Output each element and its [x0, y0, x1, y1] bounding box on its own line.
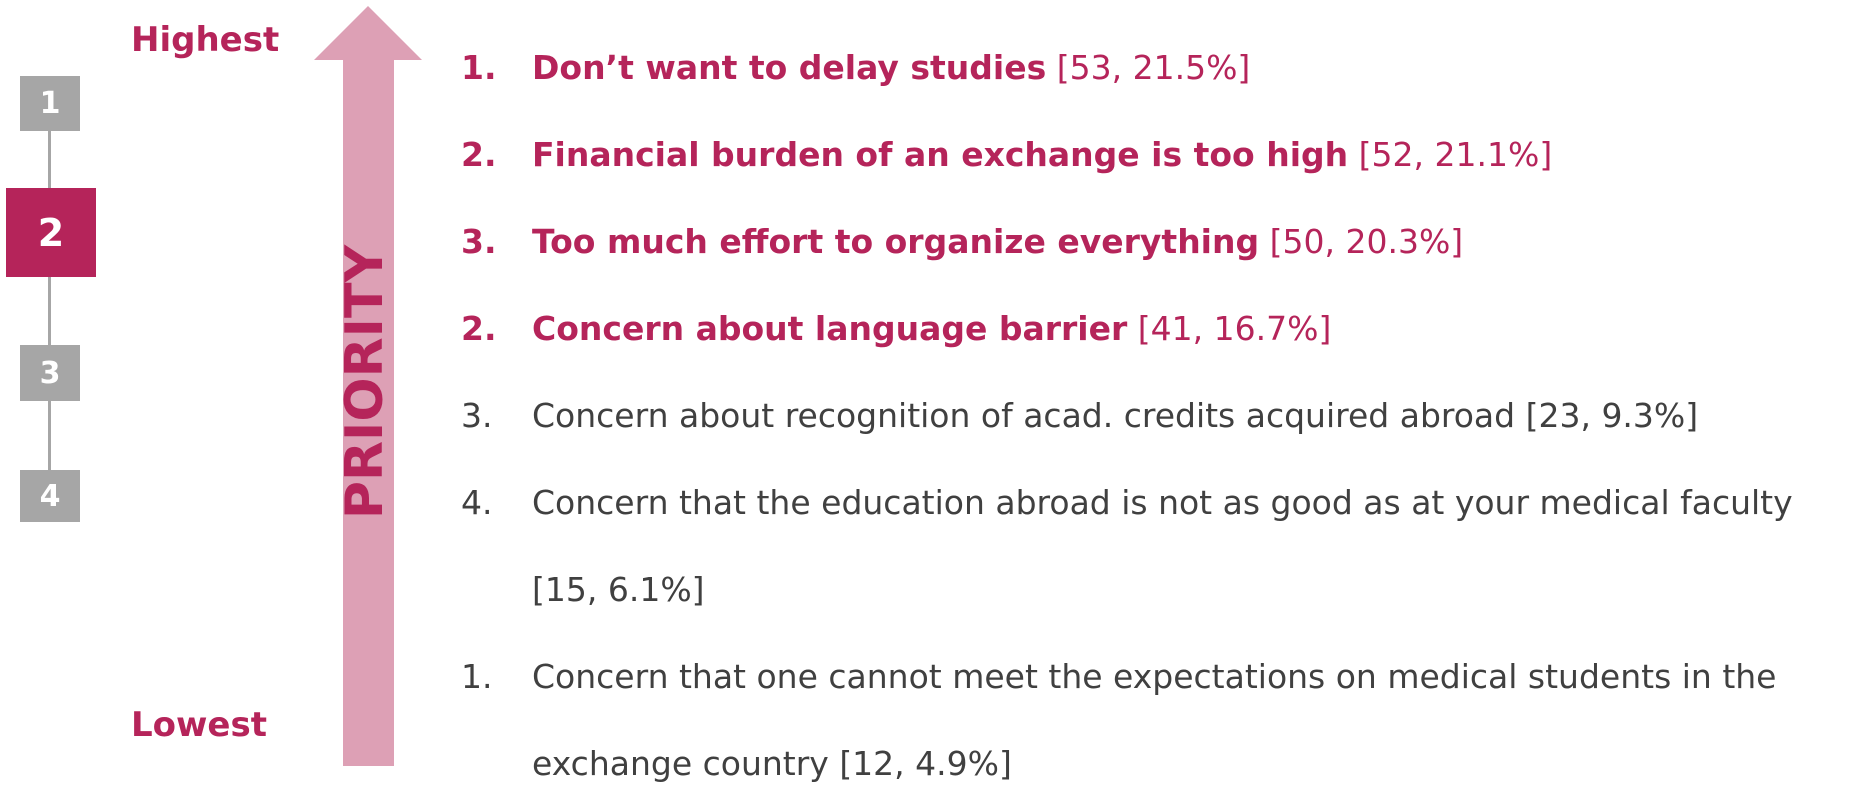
step: 1: [20, 76, 80, 131]
item-content: Concern about language barrier [41, 16.7…: [532, 285, 1867, 372]
item-number: 3.: [461, 396, 493, 435]
item-number: 2.: [461, 135, 497, 174]
list-item: 2. Concern about language barrier [41, 16…: [461, 285, 1867, 372]
list-item: 4. Concern that the education abroad is n…: [461, 459, 1867, 633]
item-number: 3.: [461, 222, 497, 261]
item-stats: [23, 9.3%]: [1525, 396, 1699, 435]
step: 4: [20, 470, 80, 522]
item-text: Concern that one cannot meet the expecta…: [532, 657, 1777, 783]
item-text: Concern about language barrier: [532, 309, 1128, 348]
list-item: 3. Concern about recognition of acad. cre…: [461, 372, 1867, 459]
slide: Highest Lowest 1 2 3 4 PRIORITY 1. Don’t wan…: [0, 0, 1793, 783]
item-content: Concern about recognition of acad. credi…: [532, 372, 1867, 459]
axis-label: PRIORITY: [335, 244, 395, 520]
scale-top: Highest: [131, 20, 280, 60]
item-content: Too much effort to organize everything […: [532, 198, 1867, 285]
item-stats: [41, 16.7%]: [1137, 309, 1332, 348]
list-item: 1. Don’t want to delay studies [53, 21.5%…: [461, 24, 1867, 111]
item-stats: [15, 6.1%]: [532, 570, 705, 609]
item-number: 4.: [461, 483, 493, 522]
item-text: Concern that the education abroad is not…: [532, 483, 1793, 522]
item-content: Don’t want to delay studies [53, 21.5%]: [532, 24, 1867, 111]
item-list: 1. Don’t want to delay studies [53, 21.5%…: [461, 24, 1867, 807]
item-content: Concern that one cannot meet the expecta…: [532, 633, 1867, 807]
list-item: 2. Financial burden of an exchange is too…: [461, 111, 1867, 198]
item-number: 2.: [461, 309, 497, 348]
item-text: Too much effort to organize everything: [532, 222, 1260, 261]
item-stats: [53, 21.5%]: [1056, 48, 1251, 87]
scale-bottom: Lowest: [131, 705, 267, 745]
item-text: Financial burden of an exchange is too h…: [532, 135, 1349, 174]
step-indicator: 1 2 3 4: [0, 0, 110, 768]
item-text: Don’t want to delay studies: [532, 48, 1047, 87]
item-stats: [50, 20.3%]: [1269, 222, 1464, 261]
item-stats: [12, 4.9%]: [839, 744, 1012, 783]
item-number: 1.: [461, 48, 497, 87]
list-item: 1. Concern that one cannot meet the expec…: [461, 633, 1867, 807]
step: 3: [20, 345, 80, 401]
step-connector: [48, 100, 51, 500]
item-number: 1.: [461, 657, 493, 696]
arrow-shape: [314, 6, 422, 766]
item-text: Concern about recognition of acad. credi…: [532, 396, 1516, 435]
item-content: Financial burden of an exchange is too h…: [532, 111, 1867, 198]
item-content: Concern that the education abroad is not…: [532, 459, 1867, 633]
step: 2: [6, 188, 96, 277]
priority-arrow: PRIORITY: [314, 6, 422, 766]
item-stats: [52, 21.1%]: [1358, 135, 1553, 174]
list-item: 3. Too much effort to organize everything…: [461, 198, 1867, 285]
